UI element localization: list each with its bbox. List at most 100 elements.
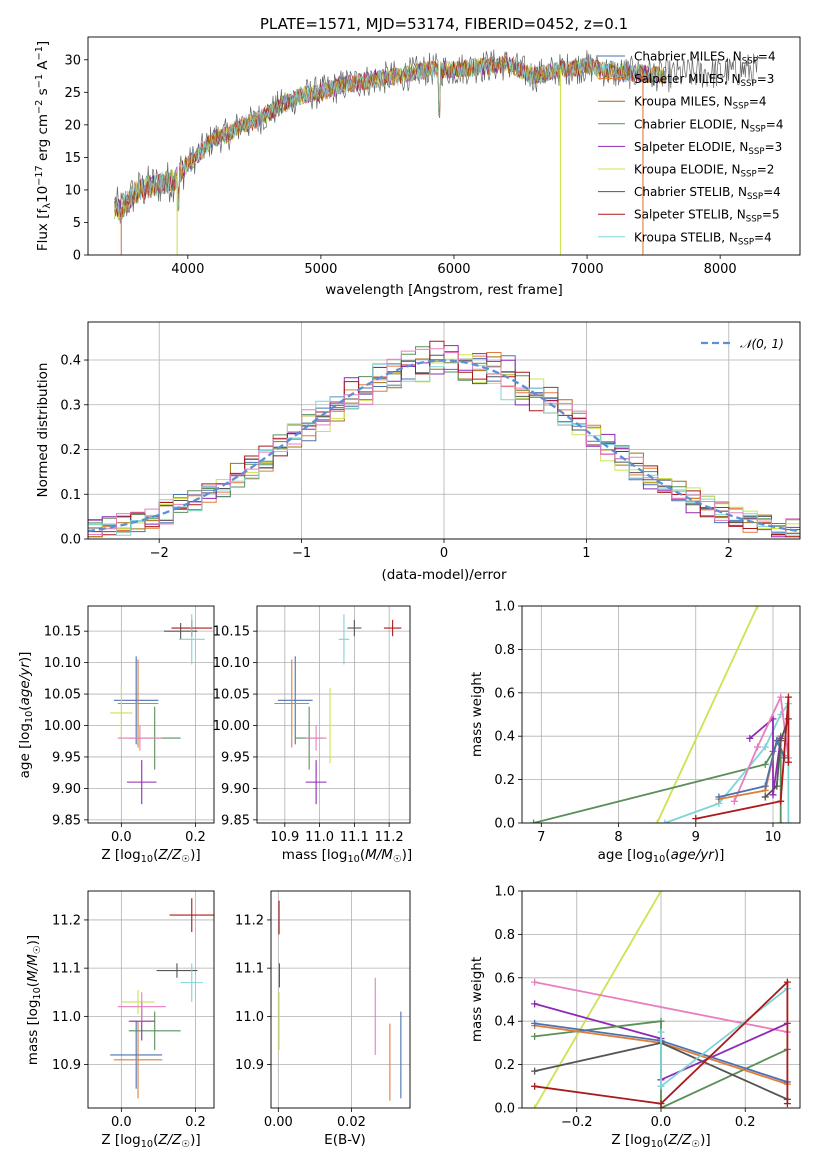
legend-label: Salpeter MILES, NSSP=3 bbox=[634, 72, 774, 89]
x-tick-label: 0.0 bbox=[111, 830, 132, 845]
x-tick-label: 5000 bbox=[304, 262, 337, 277]
age-vs-mass-frame bbox=[256, 605, 411, 824]
y-tick-label: 25 bbox=[64, 86, 81, 101]
y-tick-label: 10 bbox=[64, 183, 81, 198]
y-tick-label: 0.2 bbox=[60, 443, 81, 458]
y-tick-label: 0.8 bbox=[494, 643, 515, 658]
weight-vs-Z-frame bbox=[521, 890, 801, 1109]
histograms bbox=[88, 340, 800, 538]
y-tick-label: 10.15 bbox=[213, 625, 250, 640]
mass-vs-Z-points bbox=[110, 898, 214, 1099]
y-tick-label: 10.9 bbox=[235, 1058, 264, 1073]
weight-marker bbox=[754, 743, 762, 751]
y-tick-label: 11.1 bbox=[52, 962, 81, 977]
x-tick-label: 8 bbox=[614, 830, 622, 845]
gaussian-curve bbox=[88, 359, 798, 533]
legend-label: 𝒩(0, 1) bbox=[740, 337, 784, 351]
y-tick-label: 0.2 bbox=[494, 1058, 515, 1073]
histogram-xlabel: (data-model)/error bbox=[381, 567, 507, 583]
weight-marker bbox=[657, 1028, 665, 1036]
mass-vs-EBV-points bbox=[278, 900, 402, 1101]
x-tick-label: 0.2 bbox=[185, 830, 206, 845]
y-tick-label: 11.2 bbox=[235, 913, 264, 928]
histogram-steps bbox=[88, 348, 800, 535]
weight-marker bbox=[784, 819, 792, 823]
y-tick-label: 10.00 bbox=[44, 719, 81, 734]
mass-vs-Z-xlabel: Z [log10(Z/Z☉)] bbox=[101, 1132, 200, 1150]
weight-marker bbox=[783, 978, 791, 986]
y-tick-label: 0.4 bbox=[494, 1015, 515, 1030]
legend-label: Chabrier STELIB, NSSP=4 bbox=[634, 185, 781, 202]
weight-marker bbox=[777, 693, 785, 701]
y-tick-label: 9.90 bbox=[52, 782, 81, 797]
weight-marker bbox=[531, 1067, 539, 1075]
y-tick-label: 0.0 bbox=[60, 533, 81, 548]
weight-marker bbox=[530, 819, 538, 823]
y-tick-label: 0.4 bbox=[60, 354, 81, 369]
weight-vs-Z-axes bbox=[518, 890, 800, 1112]
spectrum-title: PLATE=1571, MJD=53174, FIBERID=0452, z=0… bbox=[260, 15, 628, 33]
y-tick-label: 10.00 bbox=[213, 719, 250, 734]
legend-label: Chabrier ELODIE, NSSP=4 bbox=[634, 117, 783, 134]
weight-marker bbox=[783, 1100, 791, 1108]
spectrum-lines bbox=[114, 49, 760, 255]
x-tick-label: 1 bbox=[582, 546, 590, 561]
mass-vs-Z-axes bbox=[84, 891, 214, 1112]
weight-marker bbox=[531, 1104, 539, 1108]
y-tick-label: 10.05 bbox=[213, 688, 250, 703]
weight-marker bbox=[657, 1100, 665, 1108]
y-tick-label: 11.1 bbox=[235, 962, 264, 977]
spectrum-line bbox=[114, 56, 667, 222]
weight-marker bbox=[531, 1082, 539, 1090]
spectrum-axes bbox=[84, 59, 721, 259]
y-tick-label: 1.0 bbox=[494, 885, 515, 900]
x-tick-label: 8000 bbox=[704, 262, 737, 277]
histogram-ylabel: Normed distribution bbox=[35, 363, 51, 498]
weight-marker bbox=[657, 1017, 665, 1025]
y-tick-label: 1.0 bbox=[494, 600, 515, 615]
weight-marker bbox=[531, 1019, 539, 1027]
y-tick-label: 5 bbox=[73, 216, 81, 231]
y-tick-label: 9.95 bbox=[52, 750, 81, 765]
spectrum-frame bbox=[87, 36, 801, 256]
age-vs-mass-axes bbox=[253, 606, 410, 827]
x-tick-label: 11.0 bbox=[305, 830, 334, 845]
age-vs-Z-points bbox=[110, 614, 213, 805]
x-tick-label: 9 bbox=[692, 830, 700, 845]
y-tick-label: 9.90 bbox=[221, 782, 250, 797]
x-tick-label: 4000 bbox=[171, 262, 204, 277]
weight-line bbox=[656, 606, 759, 823]
y-tick-label: 0.3 bbox=[60, 398, 81, 413]
legend-label: Chabrier MILES, NSSP=4 bbox=[634, 50, 776, 67]
weight-marker bbox=[661, 819, 669, 823]
weight-marker bbox=[784, 758, 792, 766]
y-tick-label: 0.0 bbox=[494, 817, 515, 832]
x-tick-label: −1 bbox=[292, 546, 311, 561]
x-tick-label: 0.00 bbox=[264, 1115, 293, 1130]
spectrum-line bbox=[114, 56, 667, 220]
x-tick-label: 0.02 bbox=[337, 1115, 366, 1130]
weight-marker bbox=[730, 797, 738, 805]
weight-line bbox=[534, 979, 789, 1105]
spectrum-line bbox=[114, 55, 667, 221]
y-tick-label: 10.15 bbox=[44, 625, 81, 640]
x-tick-label: −2 bbox=[150, 546, 169, 561]
x-tick-label: 0.0 bbox=[651, 1115, 672, 1130]
y-tick-label: 0.2 bbox=[494, 773, 515, 788]
y-tick-label: 0.4 bbox=[494, 730, 515, 745]
x-tick-label: 0 bbox=[440, 546, 448, 561]
y-tick-label: 30 bbox=[64, 53, 81, 68]
weight-marker bbox=[653, 819, 661, 823]
y-tick-label: 0 bbox=[73, 249, 81, 264]
x-tick-label: 11.1 bbox=[340, 830, 369, 845]
x-tick-label: 7000 bbox=[571, 262, 604, 277]
y-tick-label: 0.6 bbox=[494, 686, 515, 701]
y-tick-label: 9.85 bbox=[221, 813, 250, 828]
x-tick-label: 0.0 bbox=[111, 1115, 132, 1130]
weight-marker bbox=[531, 1000, 539, 1008]
y-tick-label: 9.95 bbox=[221, 750, 250, 765]
weight-vs-age-xlabel: age [log10(age/yr)] bbox=[598, 847, 725, 865]
x-tick-label: 0.2 bbox=[185, 1115, 206, 1130]
age-vs-mass-points bbox=[274, 614, 402, 805]
